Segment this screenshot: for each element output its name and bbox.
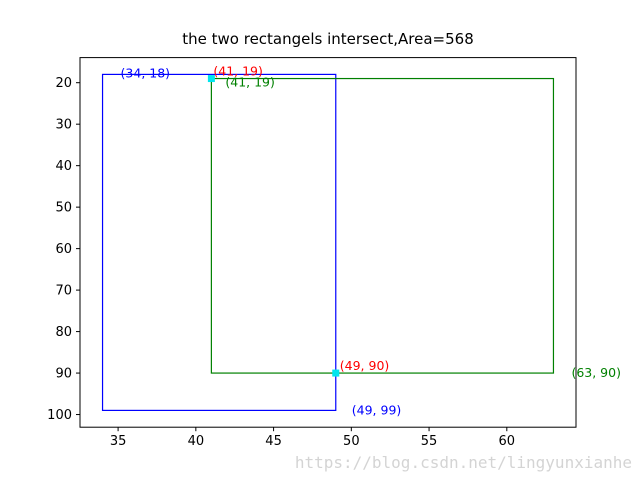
x-tick-label: 35 [110,434,127,449]
x-tick-label: 55 [421,434,438,449]
axes-frame [79,57,577,428]
intersection-marker [207,75,215,83]
x-tick-label: 40 [188,434,205,449]
x-tick-label: 50 [343,434,360,449]
y-tick-label: 30 [55,118,72,133]
y-tick-label: 50 [55,201,72,216]
point-annotation: (34, 18) [121,65,171,80]
chart-title: the two rectangels intersect,Area=568 [182,30,474,48]
x-tick-label: 60 [499,434,516,449]
point-annotation: (63, 90) [571,365,621,380]
y-tick-label: 20 [55,76,72,91]
intersection-marker [332,369,340,377]
point-annotation: (41, 19) [225,75,275,90]
y-tick-label: 100 [47,408,72,423]
rectangle-1 [101,73,337,412]
rectangle-2 [210,77,555,374]
point-annotation: (49, 99) [352,402,402,417]
y-tick-label: 70 [55,284,72,299]
point-annotation: (41, 19) [213,64,263,79]
y-tick-label: 90 [55,367,72,382]
point-annotation: (49, 90) [340,358,390,373]
y-tick-label: 40 [55,159,72,174]
x-tick-label: 45 [265,434,282,449]
y-tick-label: 60 [55,242,72,257]
watermark: https://blog.csdn.net/lingyunxianhe [294,453,632,472]
y-tick-label: 80 [55,325,72,340]
